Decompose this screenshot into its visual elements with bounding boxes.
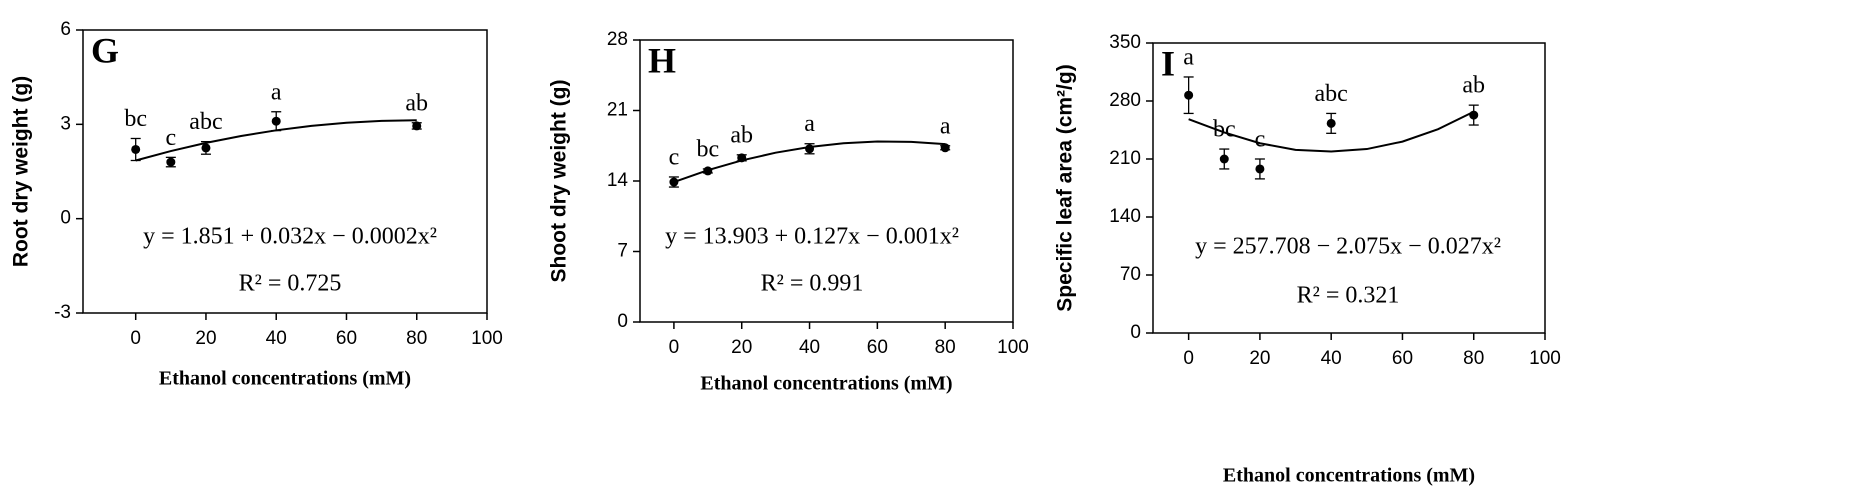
x-tick-label: 60 (336, 328, 357, 349)
significance-letter: a (271, 79, 282, 105)
x-tick-label: 40 (266, 328, 287, 349)
panel-label: G (91, 30, 119, 70)
y-axis-label: Specific leaf area (cm²/g) (1054, 64, 1077, 311)
significance-letter: a (1183, 44, 1194, 70)
x-tick-label: 80 (1463, 348, 1484, 369)
y-tick-label: 210 (1109, 148, 1141, 169)
x-tick-label: 40 (1321, 348, 1342, 369)
y-axis-label: Root dry weight (g) (10, 76, 33, 267)
x-tick-label: 40 (799, 337, 820, 358)
y-tick-label: 6 (60, 19, 71, 40)
y-axis-label: Shoot dry weight (g) (548, 80, 571, 283)
data-point (1469, 110, 1479, 120)
x-tick-label: 80 (935, 337, 956, 358)
y-tick-label: 140 (1109, 206, 1141, 227)
data-point (805, 144, 815, 154)
data-point (271, 116, 281, 126)
data-point (737, 153, 747, 163)
x-tick-label: 100 (1529, 348, 1561, 369)
data-point (166, 157, 176, 167)
y-tick-label: 0 (617, 311, 628, 332)
data-point (940, 143, 950, 153)
equation: y = 257.708 − 2.075x − 0.027x² (1195, 234, 1501, 260)
significance-letter: abc (1315, 81, 1348, 107)
significance-letter: ab (1462, 73, 1485, 99)
significance-letter: c (669, 144, 680, 170)
y-tick-label: 70 (1120, 264, 1141, 285)
equation: y = 1.851 + 0.032x − 0.0002x² (143, 224, 437, 250)
r-squared: R² = 0.991 (761, 271, 864, 297)
y-tick-label: 14 (607, 170, 629, 191)
significance-letter: c (1255, 127, 1266, 153)
x-tick-label: 0 (1183, 348, 1194, 369)
significance-letter: a (804, 111, 815, 137)
data-point (1184, 90, 1194, 100)
y-tick-label: 280 (1109, 90, 1141, 111)
x-tick-label: 100 (471, 328, 503, 349)
x-tick-label: 0 (130, 328, 141, 349)
x-tick-label: 20 (731, 337, 752, 358)
significance-letter: c (165, 125, 176, 151)
panel-label: I (1161, 43, 1175, 83)
y-tick-label: 7 (617, 241, 628, 262)
x-tick-label: 20 (1249, 348, 1270, 369)
x-tick-label: 60 (1392, 348, 1413, 369)
y-tick-label: 0 (60, 208, 71, 229)
plot-frame (1152, 42, 1546, 334)
significance-letter: bc (696, 136, 719, 162)
y-tick-label: -3 (54, 302, 71, 323)
y-tick-label: 3 (60, 113, 71, 134)
data-point (703, 166, 713, 176)
significance-letter: a (940, 113, 951, 139)
x-tick-label: 80 (406, 328, 427, 349)
data-point (201, 143, 211, 153)
equation: y = 13.903 + 0.127x − 0.001x² (665, 224, 959, 250)
x-tick-label: 60 (867, 337, 888, 358)
data-point (1255, 164, 1265, 174)
r-squared: R² = 0.321 (1297, 283, 1400, 309)
x-tick-label: 100 (997, 337, 1029, 358)
x-tick-label: 0 (669, 337, 680, 358)
significance-letter: ab (405, 90, 428, 116)
r-squared: R² = 0.725 (239, 271, 342, 297)
data-point (131, 144, 141, 154)
significance-letter: ab (730, 122, 753, 148)
x-tick-label: 20 (195, 328, 216, 349)
data-point (669, 177, 679, 187)
data-point (1326, 118, 1336, 128)
y-tick-label: 0 (1130, 322, 1141, 343)
x-axis-label: Ethanol concentrations (mM) (700, 373, 952, 395)
y-tick-label: 28 (607, 29, 628, 50)
data-point (412, 121, 422, 131)
significance-letter: bc (1213, 117, 1236, 143)
data-point (1219, 154, 1229, 164)
x-axis-label: Ethanol concentrations (mM) (159, 368, 411, 390)
y-tick-label: 21 (607, 100, 628, 121)
fit-curve (1188, 110, 1475, 153)
x-axis-label: Ethanol concentrations (mM) (1223, 465, 1475, 487)
plot-frame (82, 29, 488, 314)
panel-label: H (648, 40, 676, 80)
y-tick-label: 350 (1109, 32, 1141, 53)
significance-letter: abc (189, 109, 222, 135)
significance-letter: bc (124, 106, 147, 132)
